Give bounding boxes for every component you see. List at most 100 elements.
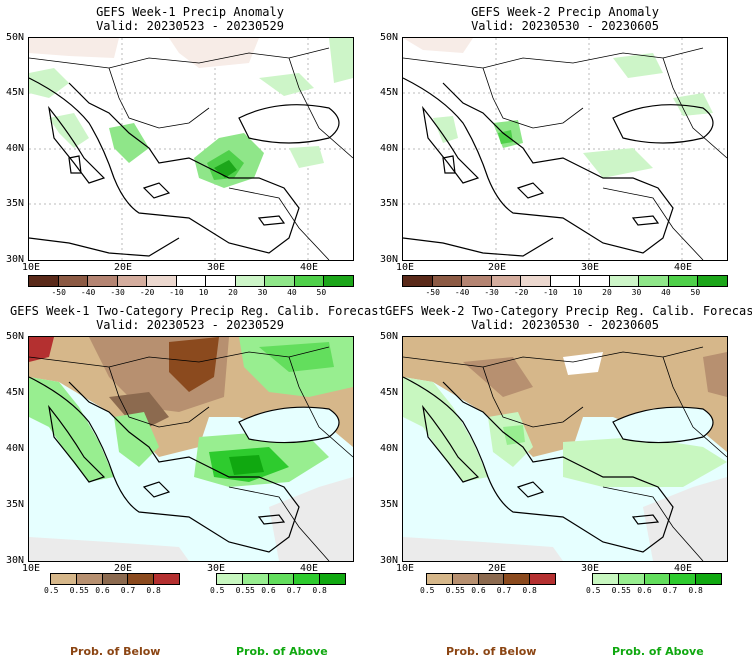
borders [29,346,353,561]
lat-label-50n: 50N [380,331,399,342]
anomaly-swatch [432,276,463,286]
lon-label-10e: 10E [396,262,415,273]
lat-label-50n: 50N [6,331,25,342]
lat-label-40n: 40N [6,443,25,454]
panel4-title-line1: GEFS Week-2 Two-Category Precip Reg. Cal… [385,304,752,318]
prob-below-swatch [427,574,453,584]
footer-prob-below-left: Prob. of Below [70,645,161,658]
colorbar-tick-label: 10 [198,288,209,297]
colorbar-tick-label: 0.6 [261,586,276,595]
panel2-map [402,37,728,261]
anomaly-swatch [206,276,236,286]
lat-label-45n: 45N [380,87,399,98]
anomaly-swatch [580,276,610,286]
lon-label-20e: 20E [488,262,507,273]
prob-above-swatch [294,574,321,584]
coastlines [403,77,714,257]
prob-above-swatch [320,574,345,584]
lat-label-35n: 35N [6,198,25,209]
lon-label-40e: 40E [300,262,319,273]
prob-below-colorbar-1 [50,573,180,585]
panel2-valid-dates: Valid: 20230530 - 20230605 [471,19,659,33]
colorbar-tick-label: -20 [139,288,155,297]
anomaly-swatch [265,276,295,286]
colorbar-tick-label: 20 [602,288,612,297]
footer-prob-above-right: Prob. of Above [612,645,704,658]
colorbar-tick-label: 0.8 [312,586,327,595]
probability-shading [29,337,353,561]
lat-label-45n: 45N [6,387,25,398]
colorbar-tick-label: 0.8 [688,586,703,595]
panel4-valid-dates: Valid: 20230530 - 20230605 [471,318,659,332]
colorbar-tick-label: 0.7 [120,586,136,595]
colorbar-tick-label: 0.7 [662,586,678,595]
lat-label-35n: 35N [380,198,399,209]
colorbar-tick-label: -20 [513,288,529,297]
lon-label-10e: 10E [22,563,41,574]
colorbar-tick-label: 0.55 [445,586,465,595]
panel1-valid-dates: Valid: 20230523 - 20230529 [96,19,284,33]
lat-label-35n: 35N [6,499,25,510]
panel3-title-line1: GEFS Week-1 Two-Category Precip Reg. Cal… [10,304,386,318]
colorbar-tick-label: 0.5 [420,586,435,595]
colorbar-tick-label: 20 [228,288,238,297]
panel3-map [28,336,354,562]
panel1-title-line1: GEFS Week-1 Precip Anomaly [96,5,284,19]
colorbar-tick-label: 50 [690,288,701,297]
colorbar-tick-label: 50 [316,288,327,297]
probability-shading [403,337,727,561]
lon-label-40e: 40E [674,262,693,273]
colorbar-tick-label: -10 [543,288,558,297]
lon-label-20e: 20E [114,262,133,273]
colorbar-tick-label: 0.55 [69,586,89,595]
colorbar-tick-label: 0.55 [235,586,255,595]
lon-label-30e: 30E [581,563,600,574]
colorbar-tick-label: 0.55 [611,586,631,595]
borders [29,47,353,260]
prob-above-colorbar-1 [216,573,346,585]
panel1-map [28,37,354,261]
anomaly-swatch [58,276,89,286]
colorbar-tick-label: 0.8 [146,586,161,595]
colorbar-tick-label: 40 [287,288,297,297]
prob-above-swatch [670,574,697,584]
colorbar-tick-label: 0.8 [522,586,537,595]
lon-label-30e: 30E [581,262,600,273]
lat-label-50n: 50N [6,32,25,43]
colorbar-tick-label: 0.5 [44,586,59,595]
lat-label-30n: 30N [6,254,25,265]
colorbar-tick-label: 0.6 [95,586,110,595]
colorbar-tick-label: -30 [484,288,499,297]
anomaly-swatch [491,276,522,286]
prob-below-swatch [51,574,77,584]
panel3-valid-dates: Valid: 20230523 - 20230529 [96,318,284,332]
footer-prob-below-right: Prob. of Below [446,645,537,658]
lon-label-10e: 10E [396,563,415,574]
colorbar-tick-label: 0.5 [210,586,225,595]
colorbar-tick-label: -50 [425,288,440,297]
anomaly-shading [29,38,353,188]
coastlines [403,376,714,553]
anomaly-swatch [147,276,177,286]
colorbar-tick-label: -40 [80,288,96,297]
lat-label-35n: 35N [380,499,399,510]
lat-label-30n: 30N [380,254,399,265]
panel4-title: GEFS Week-2 Two-Category Precip Reg. Cal… [385,304,752,332]
anomaly-swatch [176,276,207,286]
lon-label-20e: 20E [488,563,507,574]
lat-label-40n: 40N [380,443,399,454]
prob-above-swatch [268,574,295,584]
lon-label-40e: 40E [674,563,693,574]
prob-above-swatch [593,574,619,584]
colorbar-tick-label: 0.6 [637,586,652,595]
colorbar-tick-label: -50 [51,288,66,297]
prob-below-swatch [478,574,505,584]
anomaly-shading [403,38,713,178]
lon-label-40e: 40E [300,563,319,574]
lon-label-20e: 20E [114,563,133,574]
anomaly-swatch [550,276,581,286]
colorbar-tick-label: 30 [631,288,642,297]
lat-label-30n: 30N [6,555,25,566]
lat-label-40n: 40N [6,143,25,154]
colorbar-tick-label: 30 [257,288,268,297]
